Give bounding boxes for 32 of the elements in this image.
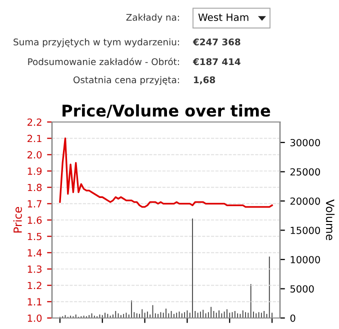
y-tick-label: 1.8	[28, 184, 42, 192]
y-tick-label: 1.9	[28, 167, 42, 175]
y-tick-label: 1.4	[28, 249, 42, 256]
y-tick-label: 1.7	[28, 200, 42, 208]
y-tick-label: 1.6	[28, 216, 42, 224]
y-tick-label: 1.1	[28, 298, 42, 306]
text: 1,68	[194, 76, 216, 84]
y-tick-label: 1.3	[28, 265, 42, 273]
y-tick-label: 1.0	[28, 314, 42, 322]
line-series	[59, 138, 273, 208]
y-tick-label: 2.0	[28, 151, 42, 158]
text: West Ham	[198, 14, 248, 21]
y-axis-title: Price	[13, 207, 22, 232]
text: Podsumowanie zakładów - Obrót:	[28, 58, 179, 66]
y2-tick-label: 30000	[290, 138, 320, 146]
text: €247 368	[192, 38, 240, 46]
y-tick-label: 2.2	[28, 118, 42, 126]
text: €187 414	[192, 58, 240, 66]
y2-tick-label: 20000	[290, 197, 320, 205]
y-tick-label: 1.5	[28, 232, 42, 240]
text: Zakłady na:	[126, 14, 179, 23]
text: Suma przyjętych w tym wydarzeniu:	[14, 38, 179, 48]
y2-axis-title: Volume	[326, 199, 335, 240]
y-tick-label: 1.2	[28, 282, 42, 290]
y2-tick-label: 25000	[290, 168, 320, 176]
y2-tick-label: 10000	[290, 256, 320, 264]
chart-title: Price/Volume over time	[62, 104, 270, 118]
text: Ostatnia cena przyjęta:	[74, 76, 179, 86]
y2-tick-label: 5000	[290, 285, 314, 293]
y2-tick-label: 0	[290, 314, 296, 322]
y2-tick-label: 15000	[290, 226, 320, 234]
y-tick-label: 2.1	[28, 134, 42, 142]
